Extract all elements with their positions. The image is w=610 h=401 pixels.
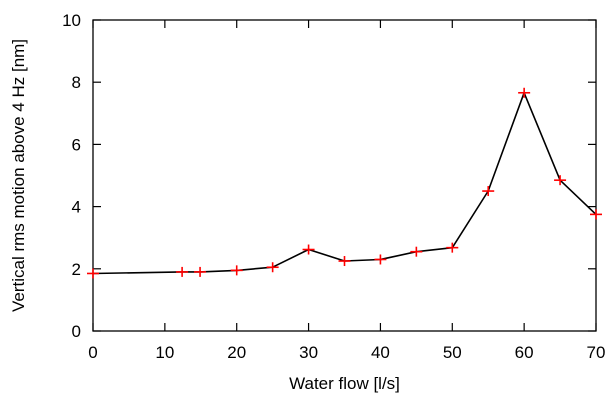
x-tick-label: 0 [88, 343, 97, 362]
y-tick-label: 4 [72, 198, 81, 217]
data-point [410, 246, 423, 257]
data-point [518, 87, 531, 98]
data-point [302, 244, 315, 255]
series-layer [87, 87, 602, 279]
x-tick-label: 10 [155, 343, 174, 362]
data-point [176, 266, 189, 277]
data-point [446, 242, 459, 253]
x-tick-label: 30 [299, 343, 318, 362]
data-point [338, 256, 351, 267]
y-tick-label: 6 [72, 135, 81, 154]
y-tick-label: 8 [72, 73, 81, 92]
data-point [554, 175, 567, 186]
data-point [482, 186, 495, 197]
x-tick-label: 60 [515, 343, 534, 362]
x-tick-label: 50 [443, 343, 462, 362]
y-tick-label: 10 [62, 11, 81, 30]
x-tick-label: 70 [587, 343, 606, 362]
data-point [194, 266, 207, 277]
data-point [266, 262, 279, 273]
y-tick-label: 2 [72, 260, 81, 279]
data-point [590, 209, 602, 220]
plot-frame [92, 19, 597, 332]
series-line [92, 92, 597, 275]
x-tick-label: 20 [227, 343, 246, 362]
y-axis-title: Vertical rms motion above 4 Hz [nm] [9, 39, 28, 312]
data-point [87, 268, 99, 279]
y-tick-label: 0 [72, 322, 81, 341]
x-axis-title: Water flow [l/s] [289, 374, 400, 393]
data-point [230, 265, 243, 276]
x-tick-label: 40 [371, 343, 390, 362]
data-point [374, 254, 387, 265]
ticks-layer: 0 10 20 30 40 50 60 70 0 2 4 6 8 10 [62, 11, 605, 362]
